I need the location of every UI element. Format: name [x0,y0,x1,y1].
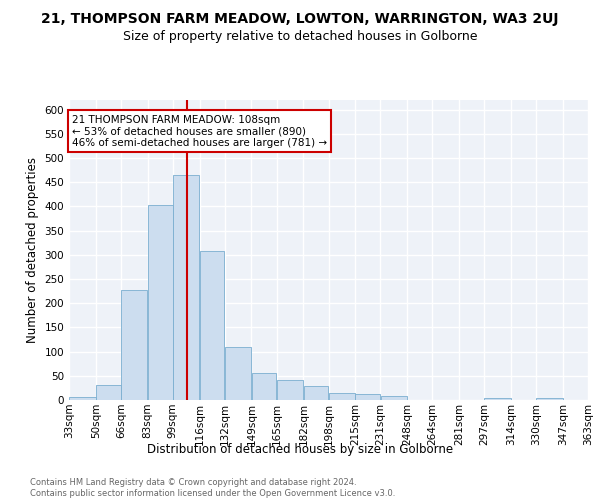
Bar [536,398,563,400]
Text: Distribution of detached houses by size in Golborne: Distribution of detached houses by size … [147,442,453,456]
Bar [200,252,224,400]
Text: Contains HM Land Registry data © Crown copyright and database right 2024.
Contai: Contains HM Land Registry data © Crown c… [30,478,395,498]
Bar [173,175,199,400]
Bar [121,290,148,400]
Y-axis label: Number of detached properties: Number of detached properties [26,157,39,343]
Bar [251,374,277,400]
Bar [225,348,251,400]
Bar [277,380,303,400]
Bar [96,386,121,400]
Bar [69,396,95,400]
Bar [148,205,173,400]
Bar [329,393,355,400]
Bar [484,398,511,400]
Text: 21 THOMPSON FARM MEADOW: 108sqm
← 53% of detached houses are smaller (890)
46% o: 21 THOMPSON FARM MEADOW: 108sqm ← 53% of… [72,114,327,148]
Bar [304,386,328,400]
Text: 21, THOMPSON FARM MEADOW, LOWTON, WARRINGTON, WA3 2UJ: 21, THOMPSON FARM MEADOW, LOWTON, WARRIN… [41,12,559,26]
Bar [380,396,407,400]
Text: Size of property relative to detached houses in Golborne: Size of property relative to detached ho… [123,30,477,43]
Bar [355,394,380,400]
